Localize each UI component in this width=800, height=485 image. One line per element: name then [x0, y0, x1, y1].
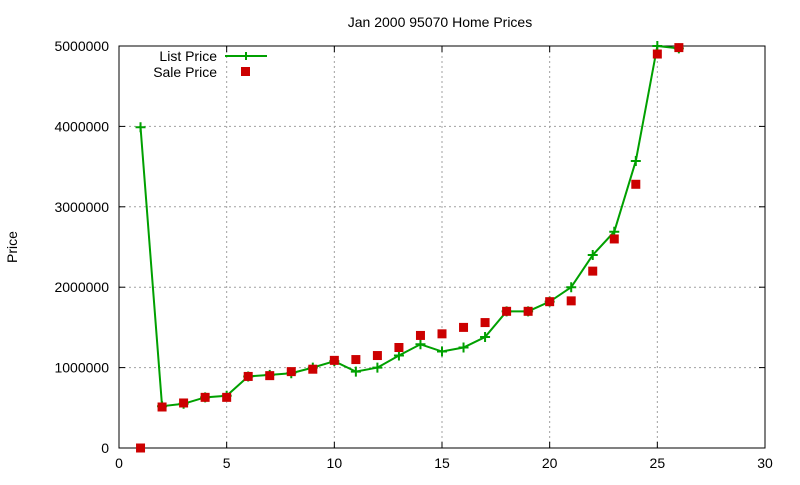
x-tick-label: 15	[434, 455, 450, 471]
list-price-point	[458, 342, 469, 353]
list-price-point	[415, 339, 426, 350]
sale-price-point	[222, 392, 232, 402]
x-tick-label: 25	[650, 455, 666, 471]
sale-price-point	[545, 297, 555, 307]
list-price-point	[587, 250, 598, 261]
list-price-point	[437, 346, 447, 357]
y-axis-label: Price	[4, 231, 20, 263]
sale-price-point	[631, 179, 641, 189]
list-price-point	[652, 41, 663, 51]
y-tick-label: 2000000	[54, 279, 109, 295]
list-price-point	[135, 122, 146, 133]
x-tick-label: 30	[757, 455, 773, 471]
list-price-point	[393, 350, 404, 361]
sale-price-point	[351, 355, 361, 365]
sale-price-point	[459, 322, 469, 332]
plot-frame	[118, 45, 766, 449]
sale-price-point	[437, 329, 447, 339]
sale-price-point	[265, 371, 275, 381]
x-tick-label: 5	[223, 455, 231, 471]
legend-label-list-price: List Price	[159, 48, 217, 64]
legend-square-sale-price	[241, 67, 250, 76]
sale-price-point	[372, 351, 382, 361]
sale-price-point	[609, 234, 619, 244]
sale-price-point	[308, 364, 318, 374]
sale-price-point	[136, 443, 146, 453]
sale-price-point	[200, 392, 210, 402]
list-price-point	[566, 282, 577, 293]
sale-price-point	[523, 306, 533, 316]
x-tick-label: 10	[327, 455, 343, 471]
sale-price-point	[394, 343, 404, 352]
sale-price-point	[415, 330, 425, 340]
sale-price-point	[502, 306, 512, 316]
sale-price-point	[480, 318, 490, 328]
sale-price-point	[588, 266, 598, 276]
list-price-point	[350, 366, 361, 377]
chart-title: Jan 2000 95070 Home Prices	[348, 14, 532, 30]
sale-price-point	[179, 398, 189, 408]
sale-price-point	[674, 43, 684, 53]
legend-cross-list-price	[242, 52, 250, 60]
y-tick-label: 4000000	[54, 118, 109, 134]
legend-label-sale-price: Sale Price	[153, 64, 217, 80]
y-tick-label: 3000000	[54, 199, 109, 215]
legend: List Price Sale Price	[153, 48, 267, 80]
sale-price-point	[243, 371, 253, 381]
list-price-line	[139, 44, 679, 408]
sale-price-point	[286, 367, 296, 377]
list-price-point	[630, 155, 641, 166]
sale-price-point	[329, 355, 339, 365]
x-tick-label: 20	[542, 455, 558, 471]
sale-price-point	[566, 296, 576, 306]
y-tick-label: 5000000	[54, 38, 109, 54]
list-price-point	[480, 332, 491, 343]
x-tick-label: 0	[115, 455, 123, 471]
sale-price-point	[157, 402, 167, 412]
y-tick-label: 0	[101, 440, 109, 456]
y-tick-label: 1000000	[54, 360, 109, 376]
sale-price-point	[652, 49, 662, 59]
list-price-point	[372, 362, 383, 373]
